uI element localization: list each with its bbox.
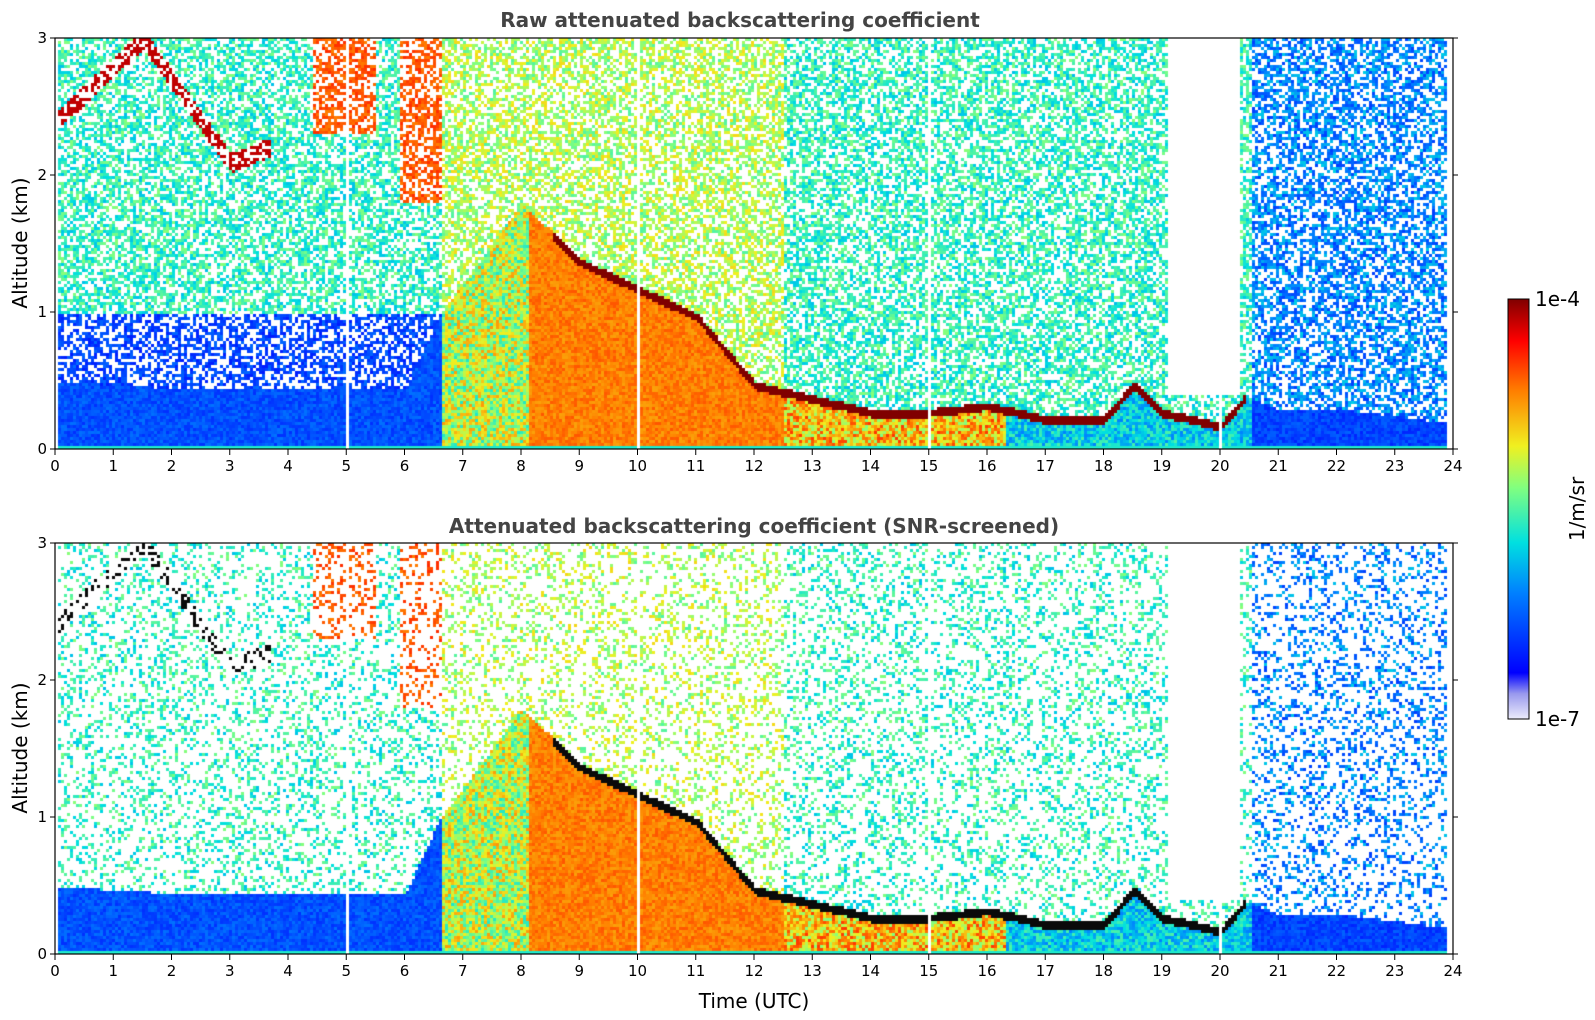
x-tick-label: 18: [1094, 962, 1113, 980]
x-axis-ticks: 0 1 2 3 4 5 6 7 8 9 10 11 12 13 14 15 16 17 18 19 20 21 22 23 24: [50, 449, 1463, 475]
panel-raw: Raw attenuated backscattering coefficien…: [8, 8, 1463, 475]
x-tick-label: 21: [1269, 962, 1288, 980]
x-tick-label: 10: [628, 962, 647, 980]
y-tick-label: 3: [37, 534, 47, 552]
x-tick-label: 23: [1385, 457, 1404, 475]
x-tick-label: 9: [574, 457, 584, 475]
colorbar: 1e-4 1e-7 1/m/sr: [1507, 287, 1589, 731]
y-axis-ticks: 0 1 2 3: [37, 29, 1458, 458]
x-tick-label: 4: [283, 457, 293, 475]
x-tick-label: 6: [400, 962, 410, 980]
x-tick-label: 16: [977, 457, 996, 475]
y-tick-label: 2: [37, 166, 47, 184]
x-tick-label: 15: [919, 457, 938, 475]
x-tick-label: 5: [341, 457, 351, 475]
x-tick-label: 13: [803, 457, 822, 475]
y-axis-label: Altitude (km): [8, 682, 32, 813]
x-tick-label: 7: [458, 457, 468, 475]
x-tick-label: 0: [50, 457, 60, 475]
x-tick-label: 13: [803, 962, 822, 980]
x-tick-label: 11: [686, 962, 705, 980]
y-axis-ticks: 0 1 2 3: [37, 534, 1458, 963]
x-tick-label: 12: [744, 457, 763, 475]
x-tick-label: 4: [283, 962, 293, 980]
colorbar-gradient: [1507, 298, 1530, 720]
x-tick-label: 16: [977, 962, 996, 980]
y-tick-label: 0: [37, 945, 47, 963]
x-tick-label: 21: [1269, 457, 1288, 475]
x-tick-label: 24: [1443, 962, 1462, 980]
x-tick-label: 8: [516, 457, 526, 475]
colorbar-max-label: 1e-4: [1535, 287, 1580, 311]
y-axis-label: Altitude (km): [8, 177, 32, 308]
panel-snr-screened: Attenuated backscattering coefficient (S…: [8, 514, 1463, 1013]
y-tick-label: 3: [37, 29, 47, 47]
x-axis-label: Time (UTC): [698, 989, 810, 1013]
panel-title: Attenuated backscattering coefficient (S…: [449, 514, 1059, 538]
x-tick-label: 1: [108, 962, 118, 980]
x-tick-label: 18: [1094, 457, 1113, 475]
colorbar-unit-label: 1/m/sr: [1565, 476, 1589, 541]
x-tick-label: 2: [167, 457, 177, 475]
x-tick-label: 2: [167, 962, 177, 980]
x-tick-label: 6: [400, 457, 410, 475]
x-tick-label: 5: [341, 962, 351, 980]
x-tick-label: 14: [861, 457, 880, 475]
x-axis-ticks: 0 1 2 3 4 5 6 7 8 9 10 11 12 13 14 15 16 17 18 19 20 21 22 23 24: [50, 954, 1463, 980]
x-tick-label: 14: [861, 962, 880, 980]
x-tick-label: 20: [1210, 962, 1229, 980]
x-tick-label: 17: [1036, 457, 1055, 475]
x-tick-label: 7: [458, 962, 468, 980]
x-tick-label: 1: [108, 457, 118, 475]
x-tick-label: 12: [744, 962, 763, 980]
heatmap-area: [55, 543, 1453, 954]
x-tick-label: 24: [1443, 457, 1462, 475]
x-tick-label: 22: [1327, 457, 1346, 475]
x-tick-label: 3: [225, 962, 235, 980]
x-tick-label: 20: [1210, 457, 1229, 475]
x-tick-label: 22: [1327, 962, 1346, 980]
x-tick-label: 11: [686, 457, 705, 475]
x-tick-label: 0: [50, 962, 60, 980]
x-tick-label: 15: [919, 962, 938, 980]
x-tick-label: 10: [628, 457, 647, 475]
x-tick-label: 3: [225, 457, 235, 475]
colorbar-min-label: 1e-7: [1535, 707, 1580, 731]
x-tick-label: 23: [1385, 962, 1404, 980]
y-tick-label: 2: [37, 671, 47, 689]
y-tick-label: 1: [37, 303, 47, 321]
heatmap-area: [55, 38, 1453, 449]
x-tick-label: 8: [516, 962, 526, 980]
y-tick-label: 0: [37, 440, 47, 458]
y-tick-label: 1: [37, 808, 47, 826]
x-tick-label: 19: [1152, 962, 1171, 980]
panel-title: Raw attenuated backscattering coefficien…: [500, 8, 980, 32]
x-tick-label: 9: [574, 962, 584, 980]
x-tick-label: 17: [1036, 962, 1055, 980]
x-tick-label: 19: [1152, 457, 1171, 475]
